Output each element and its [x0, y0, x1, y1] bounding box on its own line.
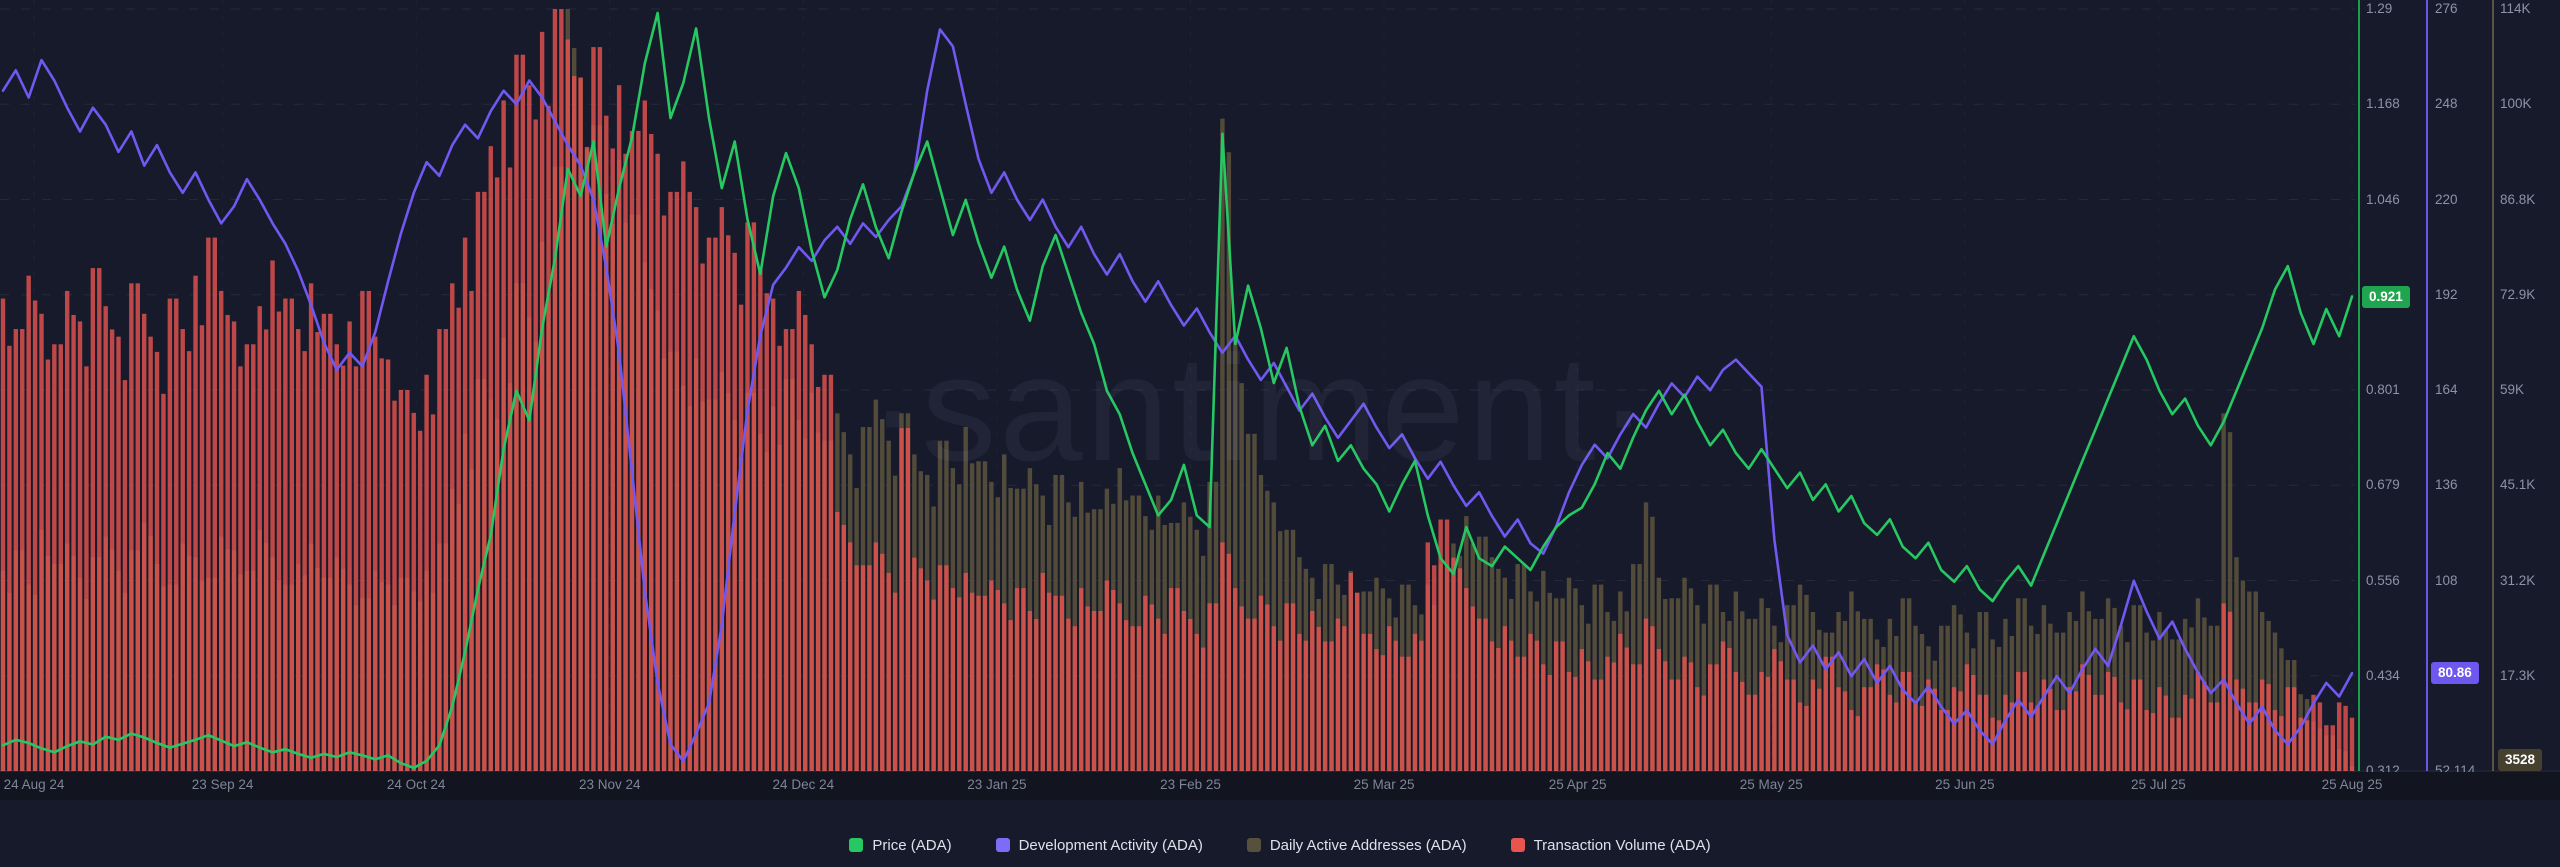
price-axis-tick: 1.168: [2366, 96, 2400, 112]
x-axis-label: 25 Aug 25: [2321, 777, 2383, 792]
transaction-volume-bars: [0, 9, 2355, 772]
dev-activity-axis-tick: 248: [2435, 96, 2458, 112]
price-axis-tick: 0.679: [2366, 477, 2400, 493]
price-axis-tick: 0.556: [2366, 572, 2400, 588]
daa-axis-tick: 72.9K: [2500, 286, 2536, 302]
x-axis-label: 24 Dec 24: [772, 777, 835, 792]
x-axis-label: 23 Jan 25: [967, 777, 1027, 792]
dev-activity-axis-tick: 192: [2435, 286, 2458, 302]
daa-axis-tick: 114K: [2500, 1, 2531, 16]
x-axis-label: 25 Mar 25: [1353, 777, 1415, 792]
x-axis-label: 25 May 25: [1739, 777, 1803, 792]
price-axis-tick: 1.046: [2366, 191, 2400, 207]
price-line: [1, 11, 2354, 770]
legend-item-daily-active-addresses[interactable]: Daily Active Addresses (ADA): [1246, 836, 1467, 854]
dev-activity-axis-tick: 164: [2435, 382, 2458, 397]
daa-axis-tick: 86.8K: [2500, 191, 2536, 207]
legend-item-price[interactable]: Price (ADA): [849, 836, 952, 854]
legend-swatch: [1510, 838, 1525, 852]
dev-activity-axis-tick: 220: [2435, 191, 2458, 207]
legend-swatch: [995, 838, 1010, 852]
legend-swatch: [849, 838, 864, 852]
daa-current-badge: 3528: [2498, 749, 2543, 771]
legend-item-development-activity[interactable]: Development Activity (ADA): [995, 836, 1203, 854]
legend-item-transaction-volume[interactable]: Transaction Volume (ADA): [1510, 836, 1711, 854]
development-activity-line: [1, 28, 2354, 763]
legend-label: Transaction Volume (ADA): [1533, 836, 1711, 854]
price-current-badge: 0.921: [2362, 285, 2410, 308]
dev-activity-axis-tick: 136: [2435, 477, 2458, 493]
daa-axis-tick: 17.3K: [2500, 667, 2536, 683]
x-axis-label: 25 Apr 25: [1548, 777, 1607, 792]
x-axis-label: 25 Jun 25: [1935, 777, 1995, 792]
watermark: ·santiment·: [868, 324, 1652, 492]
dev-activity-axis-tick: 276: [2435, 1, 2458, 16]
daa-axis-tick: 100K: [2500, 96, 2532, 112]
dev-activity-current-badge: 80.86: [2431, 662, 2479, 685]
legend-swatch: [1246, 838, 1261, 852]
daa-axis-tick: 31.2K: [2500, 572, 2536, 588]
daa-axis-tick: 45.1K: [2500, 477, 2536, 493]
price-axis-tick: 1.29: [2366, 1, 2393, 16]
price-axis-tick: 0.434: [2366, 667, 2400, 683]
x-axis-label: 25 Jul 25: [2131, 777, 2186, 792]
legend-label: Price (ADA): [872, 836, 952, 854]
price-axis-tick: 0.801: [2366, 382, 2400, 397]
daa-axis-tick: 59K: [2500, 382, 2525, 397]
x-axis-label: 23 Nov 24: [578, 777, 641, 792]
chart-plot-area[interactable]: [0, 0, 2560, 772]
x-axis-label: 24 Aug 24: [3, 777, 65, 792]
legend-label: Development Activity (ADA): [1018, 836, 1203, 854]
x-axis-label: 24 Oct 24: [386, 777, 446, 792]
x-axis-label: 23 Sep 24: [191, 777, 254, 792]
x-axis: 24 Aug 24 23 Sep 24 24 Oct 24 23 Nov 24 24 D…: [0, 772, 2560, 800]
legend-label: Daily Active Addresses (ADA): [1269, 836, 1467, 854]
x-axis-label: 23 Feb 25: [1160, 777, 1221, 792]
dev-activity-axis-tick: 108: [2435, 572, 2458, 588]
legend: Price (ADA) Development Activity (ADA) Dai…: [0, 830, 2560, 860]
